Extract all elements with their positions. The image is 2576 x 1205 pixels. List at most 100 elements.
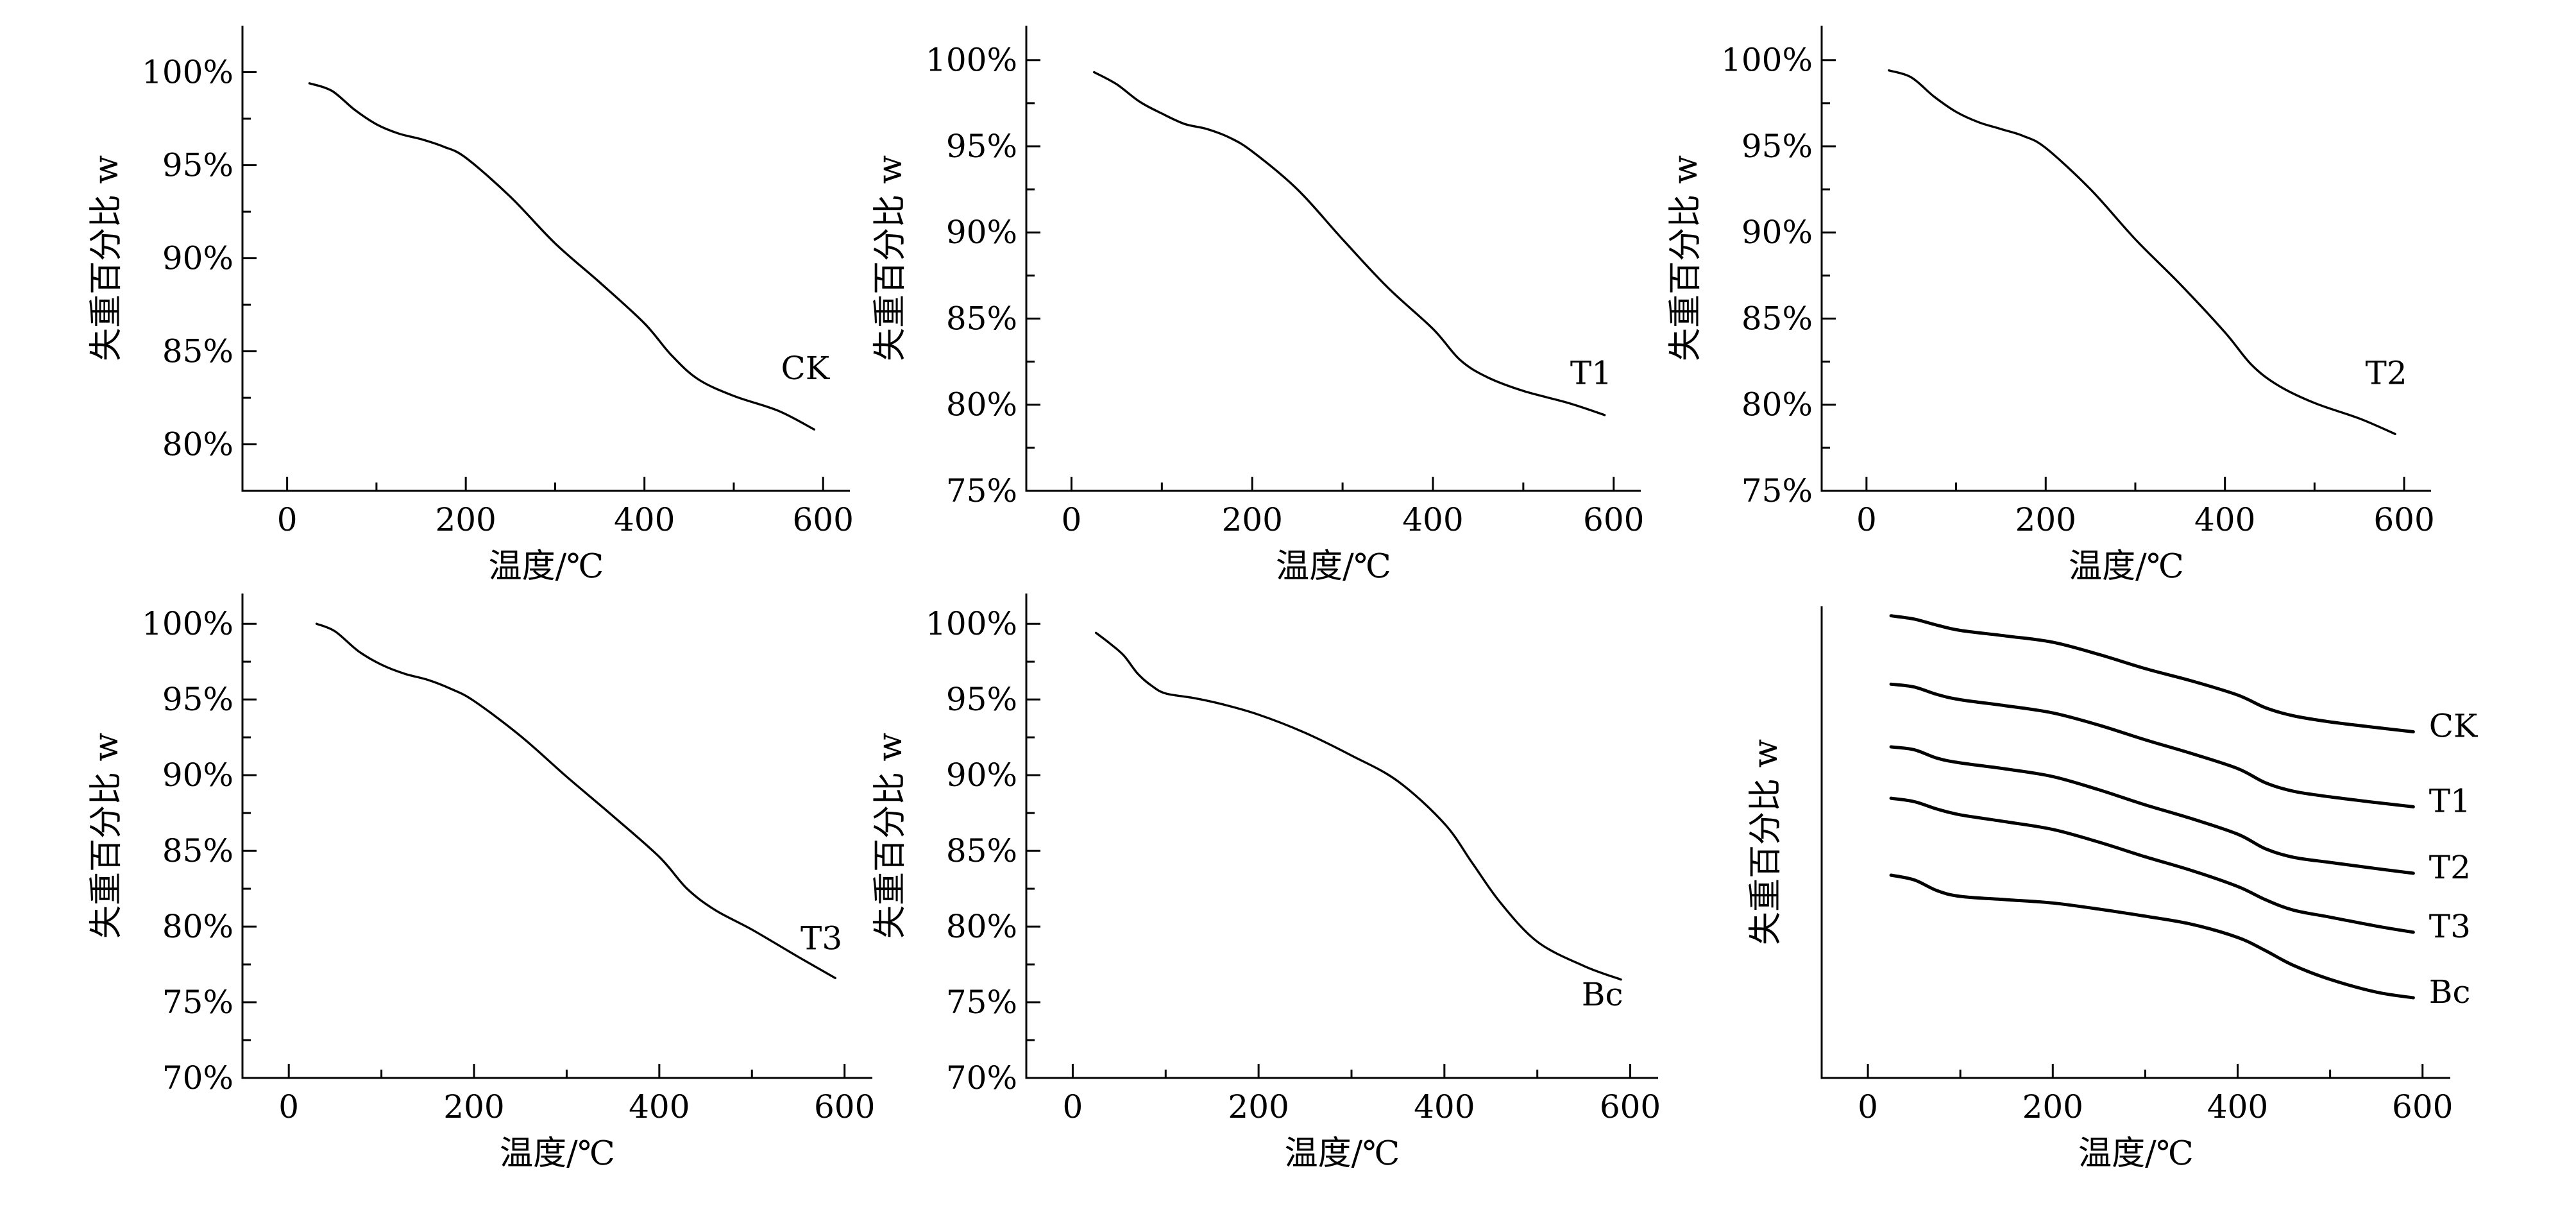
- x-tick-label: 400: [1402, 501, 1463, 538]
- y-tick-label: 95%: [162, 147, 233, 184]
- series-label: T3: [2429, 908, 2471, 945]
- y-axis-title: 失重百分比 w: [87, 155, 126, 361]
- y-tick-label: 85%: [1741, 300, 1813, 337]
- y-tick-label: 90%: [1741, 214, 1813, 251]
- series-line-t1: [1889, 682, 2415, 808]
- y-tick-label: 95%: [946, 128, 1017, 165]
- chart-panel-5: 0 200 400 600 70% 75% 80% 85% 90% 95% 100% 温度/℃ 失重百分…: [871, 594, 1661, 1173]
- y-tick-label: 80%: [946, 908, 1017, 945]
- series-line-bc: [1889, 873, 2415, 1000]
- series-line: [1094, 631, 1622, 981]
- series-label: T1: [1570, 355, 1612, 392]
- y-tick-label: 85%: [946, 300, 1017, 337]
- y-tick-label: 100%: [1721, 42, 1813, 79]
- y-tick-label: 70%: [162, 1059, 233, 1097]
- y-tick-label: 90%: [162, 756, 233, 794]
- x-tick-label: 0: [1063, 1088, 1083, 1125]
- y-tick-label: 100%: [926, 42, 1017, 79]
- y-tick-label: 90%: [162, 240, 233, 277]
- x-tick-label: 0: [1858, 1088, 1878, 1125]
- series-label: T2: [2366, 355, 2407, 392]
- x-tick-label: 600: [814, 1088, 875, 1125]
- x-tick-label: 200: [435, 501, 496, 538]
- x-tick-label: 400: [629, 1088, 690, 1125]
- y-tick-label: 85%: [946, 832, 1017, 869]
- y-tick-label: 95%: [1741, 128, 1813, 165]
- series-label: Bc: [1582, 976, 1623, 1013]
- y-tick-label: 85%: [162, 333, 233, 370]
- x-tick-label: 200: [2015, 501, 2076, 538]
- series-label: T3: [801, 919, 842, 957]
- y-tick-label: 80%: [162, 426, 233, 463]
- x-tick-label: 600: [2392, 1088, 2453, 1125]
- x-tick-label: 0: [278, 1088, 299, 1125]
- series-line: [315, 622, 836, 979]
- chart-panel-4: 0 200 400 600 70% 75% 80% 85% 90% 95% 100% 温度/℃ 失重百分…: [87, 594, 875, 1173]
- y-axis-title: 失重百分比 w: [1747, 739, 1785, 945]
- chart-panel-2: 0 200 400 600 75% 80% 85% 90% 95% 100% 温度/℃ 失重百分比 w…: [871, 26, 1644, 586]
- series-line: [308, 82, 815, 431]
- x-axis-title: 温度/℃: [489, 547, 604, 586]
- axis-lines: [1025, 594, 1658, 1079]
- y-tick-label: 100%: [926, 605, 1017, 642]
- series-line: [1888, 69, 2396, 436]
- series-line-ck: [1889, 614, 2415, 733]
- x-axis-title: 温度/℃: [1285, 1134, 1400, 1173]
- series-line-t2: [1889, 745, 2415, 875]
- series-label: T2: [2429, 849, 2471, 886]
- axis-lines: [1025, 26, 1641, 492]
- x-tick-label: 200: [1228, 1088, 1289, 1125]
- y-tick-label: 75%: [946, 472, 1017, 509]
- y-tick-label: 75%: [1741, 472, 1813, 509]
- chart-panel-3: 0 200 400 600 75% 80% 85% 90% 95% 100% 温度/℃ 失重百分比 w…: [1666, 26, 2435, 586]
- series-label: Bc: [2429, 973, 2471, 1011]
- y-tick-label: 70%: [946, 1059, 1017, 1097]
- x-tick-label: 600: [1583, 501, 1644, 538]
- x-tick-label: 400: [2194, 501, 2255, 538]
- y-axis-title: 失重百分比 w: [1666, 155, 1705, 361]
- y-tick-label: 95%: [162, 681, 233, 718]
- y-tick-label: 95%: [946, 681, 1017, 718]
- y-tick-label: 90%: [946, 756, 1017, 794]
- x-tick-label: 0: [1062, 501, 1082, 538]
- x-tick-label: 400: [1414, 1088, 1475, 1125]
- y-tick-label: 100%: [142, 605, 233, 642]
- series-line: [1093, 71, 1606, 416]
- x-axis-title: 温度/℃: [2078, 1134, 2194, 1173]
- x-tick-label: 200: [2022, 1088, 2083, 1125]
- y-tick-label: 100%: [142, 54, 233, 91]
- y-tick-label: 90%: [946, 214, 1017, 251]
- series-label: CK: [781, 350, 831, 387]
- series-label: CK: [2429, 708, 2479, 745]
- x-tick-label: 600: [2373, 501, 2434, 538]
- x-tick-label: 0: [277, 501, 298, 538]
- y-tick-label: 75%: [946, 984, 1017, 1021]
- x-tick-label: 400: [2207, 1088, 2268, 1125]
- x-axis-title: 温度/℃: [1276, 547, 1391, 586]
- series-line-t3: [1889, 796, 2415, 934]
- y-axis-title: 失重百分比 w: [871, 733, 910, 939]
- axis-lines: [241, 594, 872, 1079]
- x-tick-label: 200: [443, 1088, 504, 1125]
- x-tick-label: 0: [1856, 501, 1877, 538]
- y-tick-label: 80%: [162, 908, 233, 945]
- x-tick-label: 400: [614, 501, 675, 538]
- x-tick-label: 600: [793, 501, 854, 538]
- x-tick-label: 200: [1221, 501, 1282, 538]
- axis-lines: [1820, 26, 2431, 492]
- y-tick-label: 75%: [162, 984, 233, 1021]
- y-tick-label: 80%: [1741, 386, 1813, 423]
- series-label: T1: [2429, 782, 2471, 819]
- x-axis-title: 温度/℃: [500, 1134, 615, 1173]
- y-axis-title: 失重百分比 w: [871, 155, 910, 361]
- axis-lines: [241, 26, 850, 492]
- chart-panel-6: 0 200 400 600 温度/℃ 失重百分比 w CK T1 T2 T3 Bc: [1747, 606, 2479, 1173]
- y-tick-label: 85%: [162, 832, 233, 869]
- axis-lines: [1820, 606, 2450, 1079]
- y-tick-label: 80%: [946, 386, 1017, 423]
- x-tick-label: 600: [1600, 1088, 1661, 1125]
- x-axis-title: 温度/℃: [2069, 547, 2184, 586]
- chart-panel-1: 0 200 400 600 80% 85% 90% 95% 100% 温度/℃ 失重百分比 w CK: [87, 26, 854, 586]
- y-axis-title: 失重百分比 w: [87, 733, 126, 939]
